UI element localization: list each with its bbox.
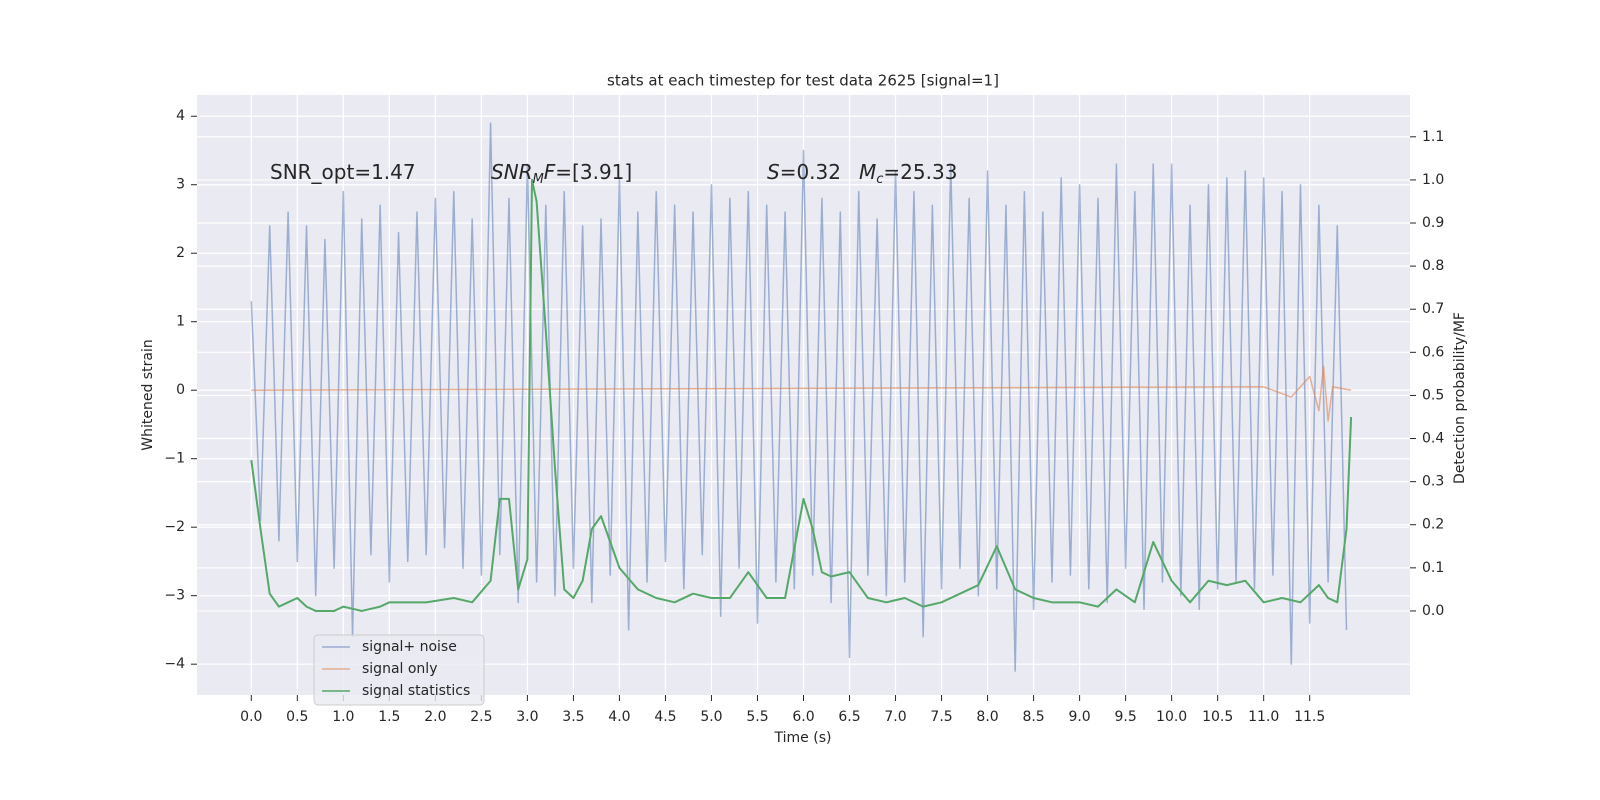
- annotation-subscript: M: [533, 172, 544, 187]
- y-tick-label: −4: [164, 656, 185, 672]
- annotation: S=0.32: [767, 160, 841, 184]
- x-tick-label: 6.5: [838, 709, 860, 725]
- annotation-text: =0.32: [780, 160, 841, 184]
- y-tick-label: 4: [176, 108, 185, 124]
- legend: signal+ noise signal only signal statistic…: [313, 634, 485, 706]
- x-tick-label: 4.0: [608, 709, 630, 725]
- x-tick-label: 1.5: [378, 709, 400, 725]
- annotation-text: M: [859, 160, 876, 184]
- legend-label: signal+ noise: [362, 639, 457, 655]
- y2-tick-label: 0.5: [1422, 387, 1444, 403]
- x-tick-label: 8.0: [976, 709, 998, 725]
- y-tick-label: −1: [164, 451, 185, 467]
- y2-tick-label: 0.0: [1422, 603, 1444, 619]
- y2-tick-label: 0.7: [1422, 301, 1444, 317]
- y-tick-label: 2: [176, 245, 185, 261]
- annotation-text: SNR_opt=1.47: [270, 160, 416, 184]
- x-tick-label: 2.0: [424, 709, 446, 725]
- series-line: [250, 122, 1348, 672]
- x-tick-label: 10.0: [1156, 709, 1187, 725]
- y2-tick-label: 0.8: [1422, 258, 1444, 274]
- x-tick-label: 2.5: [470, 709, 492, 725]
- y-tick-label: −3: [164, 588, 185, 604]
- x-tick-label: 11.0: [1248, 709, 1279, 725]
- legend-box: [313, 634, 485, 706]
- annotation-text: F: [544, 160, 556, 184]
- x-tick-label: 7.5: [930, 709, 952, 725]
- y-tick-label: 0: [176, 382, 185, 398]
- annotation-text: S: [767, 160, 780, 184]
- annotation: SNRMF=[3.91]: [491, 160, 632, 187]
- x-axis-label: Time (s): [774, 730, 832, 746]
- y2-tick-label: 0.3: [1422, 474, 1444, 490]
- x-tick-label: 7.0: [884, 709, 906, 725]
- y2-tick-label: 0.4: [1422, 431, 1444, 447]
- x-tick-label: 5.5: [746, 709, 768, 725]
- y2-tick-label: 0.1: [1422, 560, 1444, 576]
- legend-label: signal only: [362, 661, 437, 677]
- y2-tick-label: 0.9: [1422, 215, 1444, 231]
- series-line: [251, 365, 1352, 422]
- x-tick-label: 0.5: [286, 709, 308, 725]
- annotation: Mc=25.33: [859, 160, 957, 187]
- y-tick-label: −2: [164, 519, 185, 535]
- x-tick-label: 0.0: [240, 709, 262, 725]
- y-axis-label: Whitened strain: [140, 339, 156, 450]
- chart-title: stats at each timestep for test data 262…: [607, 72, 999, 90]
- annotation-text: =25.33: [883, 160, 957, 184]
- x-tick-label: 9.5: [1114, 709, 1136, 725]
- x-tick-label: 3.0: [516, 709, 538, 725]
- x-tick-label: 1.0: [332, 709, 354, 725]
- x-tick-label: 4.5: [654, 709, 676, 725]
- y2-tick-label: 1.0: [1422, 172, 1444, 188]
- y2-tick-label: 0.2: [1422, 517, 1444, 533]
- legend-label: signal statistics: [362, 683, 470, 699]
- y2-axis-label: Detection probability/MF: [1452, 312, 1468, 484]
- y-tick-label: 3: [176, 177, 185, 193]
- annotation-text: SNR: [491, 160, 533, 184]
- x-tick-label: 5.0: [700, 709, 722, 725]
- y2-tick-label: 0.6: [1422, 344, 1444, 360]
- x-tick-label: 6.0: [792, 709, 814, 725]
- y2-tick-label: 1.1: [1422, 129, 1444, 145]
- axes: 0.0 0.5 1.0 1.5 2.0 2.5 3.0 3.5 4.0 4.5 5.0 5.5 6.0 6…: [164, 108, 1444, 725]
- x-tick-label: 3.5: [562, 709, 584, 725]
- x-tick-label: 8.5: [1022, 709, 1044, 725]
- marks: [250, 122, 1353, 672]
- series-line: [250, 178, 1353, 612]
- annotation-text: =[3.91]: [555, 160, 632, 184]
- annotation-subscript: c: [876, 172, 883, 187]
- y-tick-label: 1: [176, 314, 185, 330]
- annotation: SNR_opt=1.47: [270, 160, 416, 184]
- x-tick-label: 11.5: [1294, 709, 1325, 725]
- x-tick-label: 10.5: [1202, 709, 1233, 725]
- x-tick-label: 9.0: [1068, 709, 1090, 725]
